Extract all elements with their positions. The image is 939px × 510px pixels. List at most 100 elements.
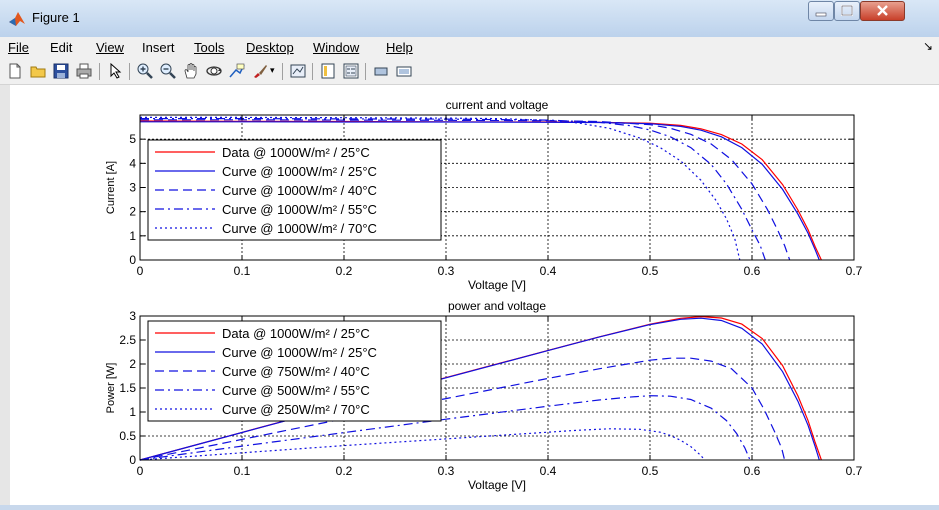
link-plot-icon[interactable]: [289, 62, 307, 80]
menu-edit[interactable]: Edit: [50, 40, 73, 55]
x-tick-label: 0.7: [846, 264, 863, 278]
toolbar-separator: [365, 63, 366, 80]
legend-label-5: Curve @ 1000W/m² / 70°C: [222, 221, 377, 236]
legend-box: [147, 320, 442, 422]
menu-file[interactable]: File: [8, 40, 29, 55]
window-title: Figure 1: [32, 10, 80, 25]
series-line-4: [139, 395, 751, 461]
minimize-button[interactable]: [808, 1, 834, 21]
x-tick-label: 0.1: [234, 264, 251, 278]
menu-dock-arrow-icon[interactable]: ↘: [922, 39, 933, 53]
y-tick-label: 3: [129, 309, 136, 323]
menu-tools[interactable]: Tools: [194, 40, 225, 55]
x-tick-label: 0.6: [744, 264, 761, 278]
toolbar-separator: [312, 63, 313, 80]
x-tick-label: 0.5: [642, 464, 659, 478]
figure-canvas: 0 0.1 0.2 0.3 0.4 0.5 0.6 0.7 0 1 2 3 4 5 current and …: [10, 85, 939, 505]
brush-dropdown-icon[interactable]: ▾: [270, 65, 275, 75]
new-figure-icon[interactable]: [6, 62, 24, 80]
x-tick-label: 0.3: [438, 264, 455, 278]
legend-label-1: Data @ 1000W/m² / 25°C: [222, 145, 370, 160]
menu-window[interactable]: Window: [313, 40, 360, 55]
x-tick-label: 0.2: [336, 464, 353, 478]
toolbar-separator: [282, 63, 283, 80]
hide-plot-tools-icon[interactable]: [372, 62, 390, 80]
axes-1: 0 0.1 0.2 0.3 0.4 0.5 0.6 0.7 0 1 2 3 4 5 current and …: [105, 98, 863, 292]
minimize-icon: [815, 12, 827, 17]
open-file-icon[interactable]: [29, 62, 47, 80]
legend-label-3: Curve @ 1000W/m² / 40°C: [222, 183, 377, 198]
title-bar: Figure 1: [0, 0, 939, 38]
menu-desktop[interactable]: Desktop: [246, 40, 294, 55]
data-cursor-icon[interactable]: [228, 62, 246, 80]
legend-label-4: Curve @ 500W/m² / 55°C: [222, 383, 370, 398]
pointer-icon[interactable]: [106, 62, 124, 80]
legend-label-2: Curve @ 1000W/m² / 25°C: [222, 345, 377, 360]
y-axis-label: Current [A]: [105, 161, 117, 214]
series-line-3: [140, 119, 791, 261]
series-line-5: [140, 116, 741, 261]
x-tick-label: 0.3: [438, 464, 455, 478]
menu-view[interactable]: View: [96, 40, 124, 55]
print-icon[interactable]: [75, 62, 93, 80]
toolbar-separator: [129, 63, 130, 80]
x-tick-label: 0.4: [540, 264, 557, 278]
menu-help[interactable]: Help: [386, 40, 413, 55]
figure-toolbar: ▾: [0, 59, 939, 85]
plots-svg: 0 0.1 0.2 0.3 0.4 0.5 0.6 0.7 0 1 2 3 4 5 current and …: [105, 98, 863, 492]
toolbar-separator: [99, 63, 100, 80]
zoom-in-icon[interactable]: [136, 62, 154, 80]
y-tick-label: 1.5: [119, 381, 136, 395]
chart-title: current and voltage: [446, 98, 549, 112]
legend-label-5: Curve @ 250W/m² / 70°C: [222, 402, 370, 417]
matlab-logo-icon: [9, 12, 25, 26]
y-tick-label: 5: [129, 132, 136, 146]
y-tick-label: 4: [129, 156, 136, 170]
axes-2: 0 0.1 0.2 0.3 0.4 0.5 0.6 0.7 0 0.5 1 1.5 2 2.5 3 power…: [105, 299, 863, 492]
x-tick-label: 0: [137, 264, 144, 278]
brush-icon[interactable]: [251, 62, 269, 80]
y-tick-label: 1: [129, 229, 136, 243]
x-tick-label: 0.4: [540, 464, 557, 478]
legend-label-3: Curve @ 750W/m² / 40°C: [222, 364, 370, 379]
maximize-button[interactable]: [834, 1, 860, 21]
chart-title: power and voltage: [448, 299, 546, 313]
x-axis-label: Voltage [V]: [468, 478, 526, 492]
y-tick-label: 2: [129, 205, 136, 219]
y-tick-label: 3: [129, 181, 136, 195]
y-tick-label: 2: [129, 357, 136, 371]
close-icon: [877, 5, 888, 16]
x-tick-label: 0.5: [642, 264, 659, 278]
menu-insert[interactable]: Insert: [142, 40, 175, 55]
x-tick-label: 0: [137, 464, 144, 478]
rotate-3d-icon[interactable]: [205, 62, 223, 80]
x-tick-label: 0.1: [234, 464, 251, 478]
legend-label-1: Data @ 1000W/m² / 25°C: [222, 326, 370, 341]
y-tick-label: 0.5: [119, 429, 136, 443]
zoom-out-icon[interactable]: [159, 62, 177, 80]
save-icon[interactable]: [52, 62, 70, 80]
legend-label-2: Curve @ 1000W/m² / 25°C: [222, 164, 377, 179]
series-line-5: [139, 428, 706, 461]
y-tick-label: 0: [129, 453, 136, 467]
x-tick-label: 0.6: [744, 464, 761, 478]
y-axis-label: Power [W]: [105, 363, 117, 414]
y-tick-label: 2.5: [119, 333, 136, 347]
legend-label-4: Curve @ 1000W/m² / 55°C: [222, 202, 377, 217]
y-tick-label: 1: [129, 405, 136, 419]
legend-icon[interactable]: [342, 62, 360, 80]
series-line-4: [140, 117, 766, 261]
show-plot-tools-icon[interactable]: [395, 62, 413, 80]
series-line-2: [140, 121, 820, 261]
maximize-icon: [841, 5, 853, 16]
colorbar-icon[interactable]: [319, 62, 337, 80]
close-button[interactable]: [860, 1, 905, 21]
x-tick-label: 0.7: [846, 464, 863, 478]
x-axis-label: Voltage [V]: [468, 278, 526, 292]
legend-box: [147, 139, 442, 241]
pan-icon[interactable]: [182, 62, 200, 80]
x-tick-label: 0.2: [336, 264, 353, 278]
menu-bar: File Edit View Insert Tools Desktop Wind…: [0, 37, 939, 59]
y-tick-label: 0: [129, 253, 136, 267]
